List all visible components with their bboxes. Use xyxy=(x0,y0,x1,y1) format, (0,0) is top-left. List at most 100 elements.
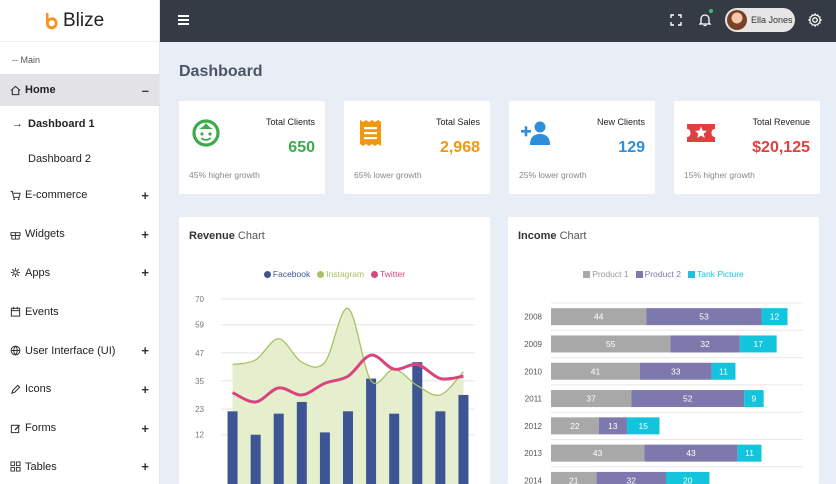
legend-label: Instagram xyxy=(326,269,365,279)
brand-logo-icon xyxy=(46,12,58,29)
gift-icon xyxy=(9,228,21,240)
sidebar-item-icons[interactable]: Icons + xyxy=(0,370,159,409)
bar[interactable] xyxy=(435,411,446,484)
data-label: 11 xyxy=(745,448,754,458)
expand-icon[interactable]: + xyxy=(141,381,149,397)
bar[interactable] xyxy=(343,411,353,484)
bar-segment[interactable] xyxy=(761,308,788,326)
bar-segment[interactable] xyxy=(744,390,764,408)
sidebar-item-label: Forms xyxy=(25,422,57,435)
expand-icon[interactable]: + xyxy=(141,226,149,242)
sidebar-subitem-dashboard-1[interactable]: → Dashboard 1 xyxy=(0,106,159,141)
y-category-label: 2009 xyxy=(524,340,542,349)
legend-swatch xyxy=(371,270,379,278)
top-bar: Ella Jones xyxy=(160,0,836,42)
bar-segment[interactable] xyxy=(551,444,645,462)
legend-item[interactable]: Twitter xyxy=(371,269,405,279)
expand-icon[interactable]: + xyxy=(141,343,149,359)
card-footnote: 15% higher growth xyxy=(684,170,755,180)
bar-segment[interactable] xyxy=(598,417,627,435)
sidebar: Blize -- Main Home – → Dashboard 1 Dashb… xyxy=(0,0,160,484)
sidebar-item-label: Events xyxy=(25,305,59,318)
bar-segment[interactable] xyxy=(551,417,599,435)
notification-dot xyxy=(709,9,713,13)
sidebar-item-tables[interactable]: Tables + xyxy=(0,448,159,484)
y-tick-label: 70 xyxy=(195,295,204,304)
bar-segment[interactable] xyxy=(551,471,597,484)
user-menu[interactable]: Ella Jones xyxy=(725,8,795,32)
bar-segment[interactable] xyxy=(631,390,745,408)
series-area-fill xyxy=(232,308,464,484)
bar-segment[interactable] xyxy=(551,335,671,353)
gear-icon[interactable] xyxy=(807,12,823,28)
bar-segment[interactable] xyxy=(551,362,640,380)
bar-segment[interactable] xyxy=(666,471,710,484)
sidebar-item-forms[interactable]: Forms + xyxy=(0,409,159,448)
hamburger-menu-icon[interactable] xyxy=(178,15,189,25)
bar[interactable] xyxy=(458,394,469,484)
bar-segment[interactable] xyxy=(551,308,647,326)
bar[interactable] xyxy=(227,411,238,484)
y-category-label: 2008 xyxy=(524,313,542,322)
bar[interactable] xyxy=(273,413,284,484)
bar-segment[interactable] xyxy=(596,471,667,484)
bar-segment[interactable] xyxy=(670,335,740,353)
legend-label: Facebook xyxy=(272,269,311,279)
legend-item[interactable]: Instagram xyxy=(317,269,364,279)
collapse-icon[interactable]: – xyxy=(141,82,149,98)
data-label: 41 xyxy=(591,366,601,376)
bar-segment[interactable] xyxy=(639,362,712,380)
sidebar-item-apps[interactable]: Apps + xyxy=(0,254,159,293)
sidebar-item-widgets[interactable]: Widgets + xyxy=(0,215,159,254)
expand-icon[interactable]: + xyxy=(141,187,149,203)
sidebar-subitem-dashboard-2[interactable]: Dashboard 2 xyxy=(0,141,159,176)
sidebar-item-label: Tables xyxy=(25,460,57,473)
fullscreen-icon[interactable] xyxy=(668,12,684,28)
bell-icon[interactable] xyxy=(697,12,713,28)
legend-item[interactable]: Facebook xyxy=(263,269,311,279)
legend-item[interactable]: Product 1 xyxy=(583,269,629,279)
y-category-label: 2010 xyxy=(524,367,542,376)
bar[interactable] xyxy=(366,378,377,484)
card-title: Total Revenue xyxy=(752,117,810,127)
page-title: Dashboard xyxy=(179,63,263,80)
brand-name: Blize xyxy=(63,9,105,31)
cart-icon xyxy=(9,189,21,201)
bar[interactable] xyxy=(319,432,330,484)
legend-swatch xyxy=(263,270,271,278)
legend-item[interactable]: Product 2 xyxy=(635,269,681,279)
card-value: 129 xyxy=(618,139,645,156)
brand[interactable]: Blize xyxy=(0,0,159,42)
data-label: 43 xyxy=(593,448,603,458)
bar-segment[interactable] xyxy=(739,335,777,353)
bar-segment[interactable] xyxy=(646,308,762,326)
bar-segment[interactable] xyxy=(551,390,632,408)
sidebar-item-label: Apps xyxy=(25,266,51,279)
expand-icon[interactable]: + xyxy=(141,459,149,475)
bar[interactable] xyxy=(389,413,400,484)
legend-item[interactable]: Tank Picture xyxy=(688,269,744,279)
bar[interactable] xyxy=(250,434,261,484)
sidebar-item-e-commerce[interactable]: E-commerce + xyxy=(0,176,159,215)
sidebar-subitem-label: Dashboard 2 xyxy=(28,152,91,165)
y-tick-label: 47 xyxy=(195,349,204,358)
sidebar-item-events[interactable]: Events xyxy=(0,292,159,331)
expand-icon[interactable]: + xyxy=(141,420,149,436)
apps-icon xyxy=(9,267,21,279)
bar-segment[interactable] xyxy=(644,444,738,462)
y-category-label: 2013 xyxy=(524,449,542,458)
bar[interactable] xyxy=(412,362,423,484)
data-label: 12 xyxy=(770,312,780,322)
data-label: 32 xyxy=(700,339,710,349)
card-footnote: 25% lower growth xyxy=(519,170,587,180)
panel-title: Revenue Chart xyxy=(189,230,265,242)
bar-segment[interactable] xyxy=(626,417,660,435)
income-chart-panel: Income Chart Product 1 Product 2 Tank Pict… xyxy=(508,217,819,484)
bar-segment[interactable] xyxy=(711,362,736,380)
sidebar-item-label: Widgets xyxy=(25,228,65,241)
bar[interactable] xyxy=(296,401,307,484)
expand-icon[interactable]: + xyxy=(141,265,149,281)
sidebar-item-user-interface-ui[interactable]: User Interface (UI) + xyxy=(0,331,159,370)
sidebar-item-home[interactable]: Home – xyxy=(0,74,159,106)
bar-segment[interactable] xyxy=(737,444,762,462)
